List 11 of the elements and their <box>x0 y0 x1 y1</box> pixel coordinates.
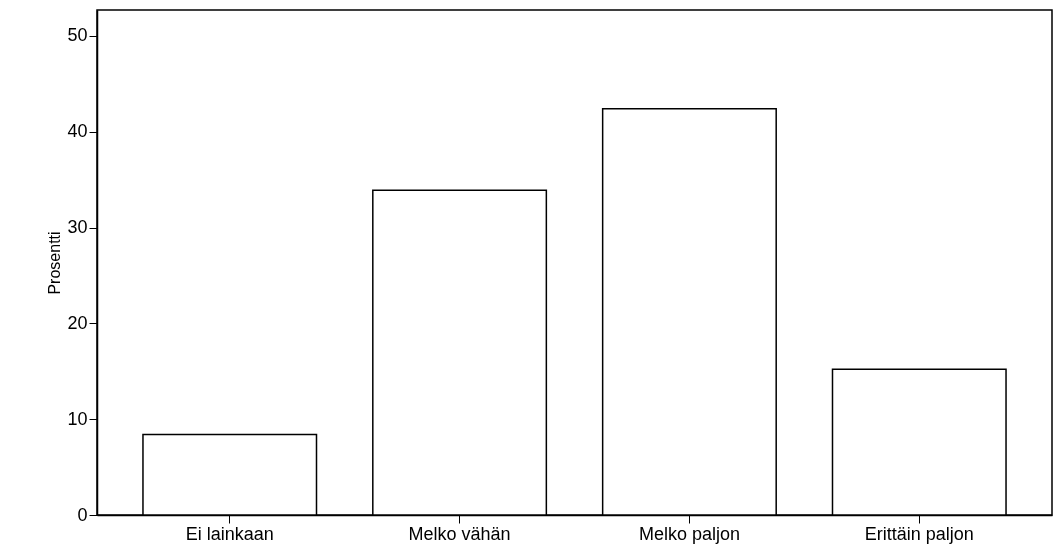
x-tick-label: Erittäin paljon <box>864 523 974 544</box>
y-tick-label: 50 <box>67 25 88 46</box>
y-tick-label: 40 <box>67 121 88 142</box>
x-tick-label: Melko vähän <box>408 523 511 544</box>
y-tick-label: 30 <box>67 217 88 238</box>
x-tick-label: Melko paljon <box>638 523 740 544</box>
y-tick-label: 0 <box>77 504 88 525</box>
x-tick-label: Ei lainkaan <box>185 523 274 544</box>
y-tick-label: 10 <box>67 408 88 429</box>
y-tick-label: 20 <box>67 312 88 333</box>
y-axis-title: Prosentti <box>46 231 64 295</box>
